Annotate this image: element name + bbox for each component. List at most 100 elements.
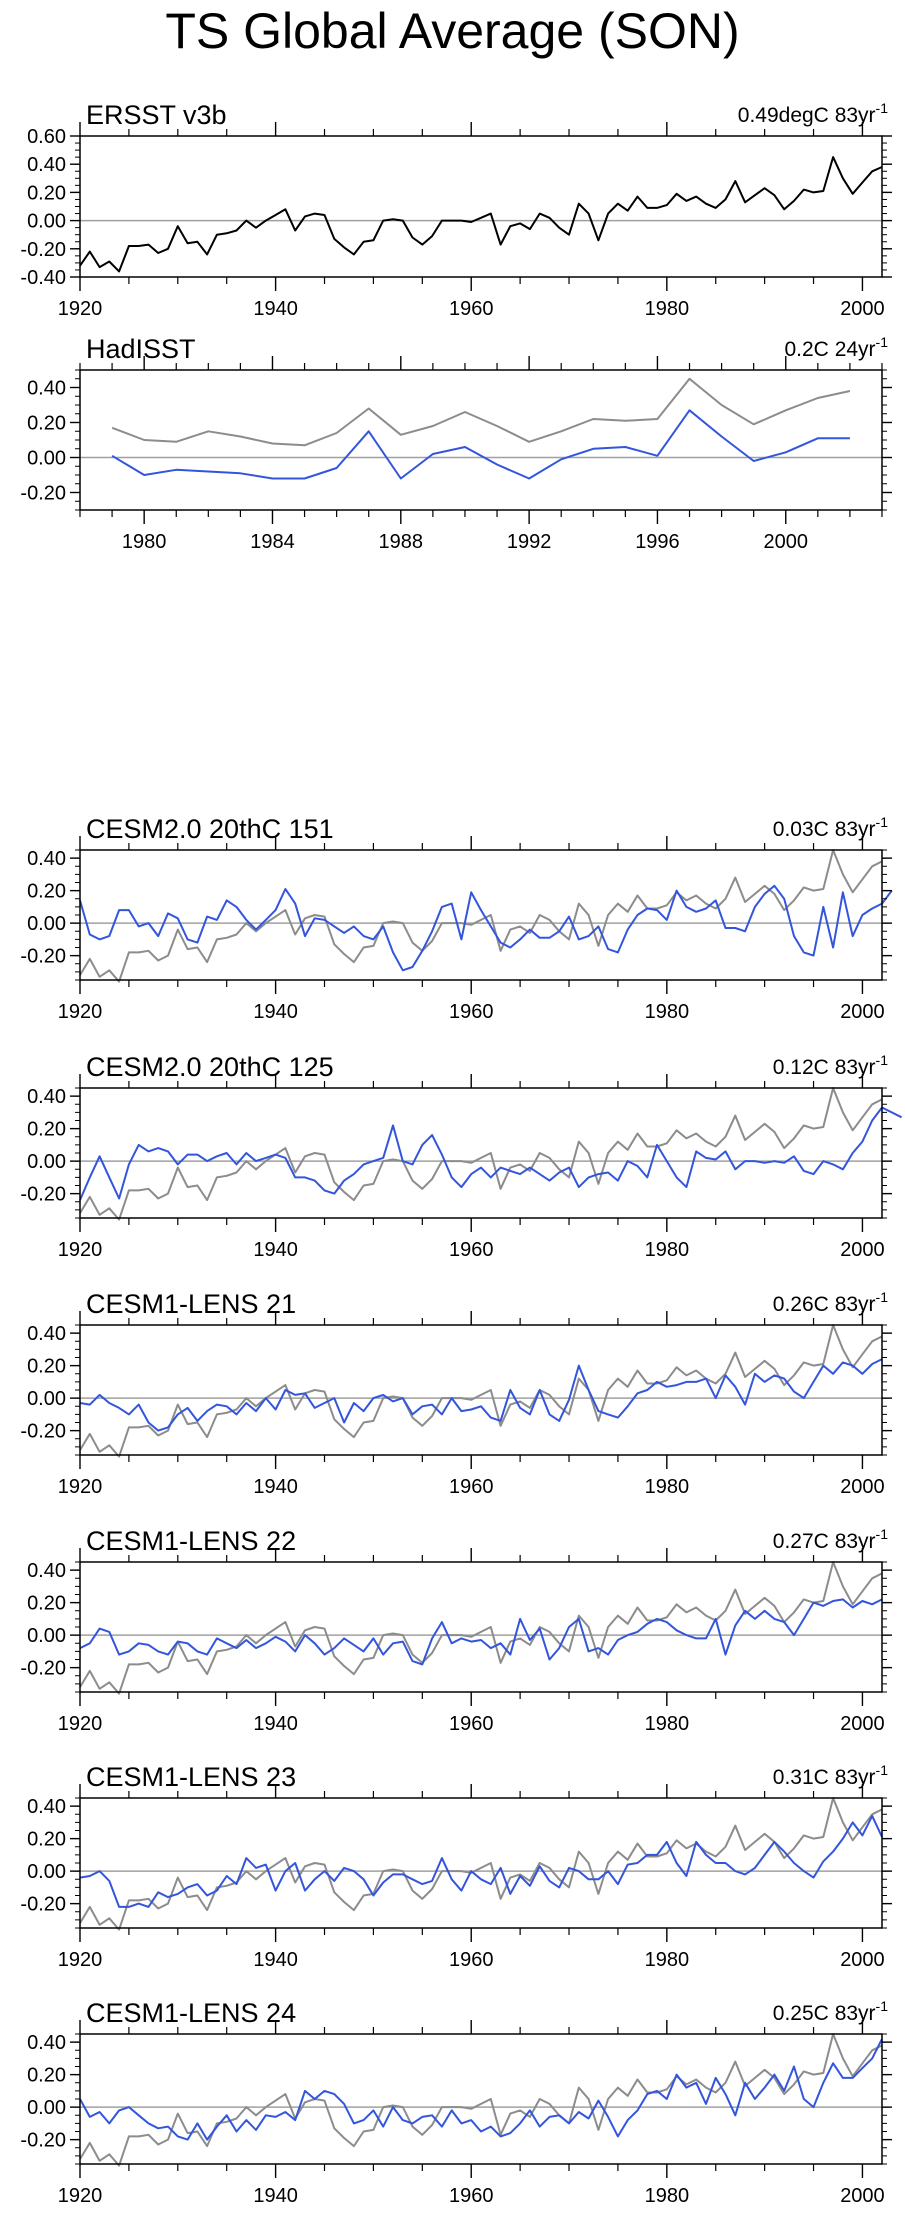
x-tick-label: 2000 — [840, 1239, 885, 1261]
y-tick-label: 0.20 — [27, 413, 66, 435]
panel-title: CESM1-LENS 22 — [86, 1526, 296, 1556]
x-tick-label: 1920 — [58, 1239, 103, 1261]
trend-annotation: 0.2C 24yr-1 — [784, 334, 888, 361]
panel-title: ERSST v3b — [86, 100, 227, 130]
x-tick-label: 2000 — [840, 1001, 885, 1023]
panel-title: CESM1-LENS 24 — [86, 1998, 296, 2028]
y-tick-label: 0.20 — [27, 2065, 66, 2087]
trend-value: 0.25C — [773, 2002, 829, 2025]
y-tick-label: 0.40 — [27, 848, 66, 870]
reference-series-line — [79, 2033, 883, 2167]
panel-8: 1920 1940 1960 1980 2000 -0.20 0.00 0.20 0.40 CES… — [20, 1998, 892, 2207]
y-tick-label: 0.20 — [27, 1593, 66, 1615]
x-tick-label: 1980 — [645, 1239, 690, 1261]
y-tick-label: -0.20 — [20, 483, 66, 505]
model-series-line — [79, 1814, 883, 1908]
y-tick-label: 0.00 — [27, 211, 66, 233]
trend-period: 83yr — [835, 104, 876, 127]
y-tick-label: 0.40 — [27, 2032, 66, 2054]
y-tick-label: -0.20 — [20, 946, 66, 968]
x-tick-label: 1960 — [449, 1001, 494, 1023]
trend-period: 24yr — [835, 338, 876, 361]
trend-value: 0.26C — [773, 1293, 829, 1316]
y-tick-label: 0.20 — [27, 1829, 66, 1851]
trend-annotation: 0.12C 83yr-1 — [773, 1052, 888, 1079]
x-tick-label: 1960 — [449, 298, 494, 320]
reference-series-line — [79, 1561, 883, 1695]
y-tick-label: 0.00 — [27, 1861, 66, 1883]
model-series-line — [79, 1358, 883, 1432]
panel-title: HadISST — [86, 334, 196, 364]
plot-frame — [79, 1324, 883, 1456]
y-tick-label: 0.00 — [27, 1388, 66, 1410]
plot-frame — [79, 1797, 883, 1929]
x-tick-label: 1920 — [58, 1001, 103, 1023]
trend-period: 83yr — [835, 1766, 876, 1789]
reference-series-line — [79, 849, 883, 983]
page-title: TS Global Average (SON) — [165, 3, 740, 59]
x-tick-label: 1960 — [449, 1713, 494, 1735]
plot-frame — [79, 1561, 883, 1693]
x-tick-label: 1988 — [379, 531, 424, 553]
y-tick-label: 0.20 — [27, 1119, 66, 1141]
panel-4: 1920 1940 1960 1980 2000 -0.20 0.00 0.20 0.40 CES… — [20, 1052, 903, 1261]
x-tick-label: 1940 — [253, 1001, 298, 1023]
trend-exponent: -1 — [876, 334, 889, 350]
trend-annotation: 0.31C 83yr-1 — [773, 1762, 888, 1789]
y-tick-label: 0.40 — [27, 154, 66, 176]
plot-frame — [79, 2033, 883, 2165]
trend-exponent: -1 — [876, 1762, 889, 1778]
x-tick-label: 1984 — [250, 531, 295, 553]
y-tick-label: 0.00 — [27, 448, 66, 470]
panel-2: 1980 1984 1988 1992 1996 2000 -0.20 0.00 0.20 0.4… — [20, 334, 892, 553]
model-series-line — [79, 2038, 883, 2141]
y-tick-label: -0.20 — [20, 1658, 66, 1680]
reference-series-line — [111, 377, 851, 447]
trend-period: 83yr — [835, 1530, 876, 1553]
trend-annotation: 0.26C 83yr-1 — [773, 1289, 888, 1316]
panel-7: 1920 1940 1960 1980 2000 -0.20 0.00 0.20 0.40 CES… — [20, 1762, 892, 1971]
x-tick-label: 2000 — [840, 298, 885, 320]
trend-exponent: -1 — [876, 100, 889, 116]
y-tick-label: -0.20 — [20, 1421, 66, 1443]
x-tick-label: 1940 — [253, 1239, 298, 1261]
y-tick-label: -0.20 — [20, 1894, 66, 1916]
x-tick-label: 1960 — [449, 1476, 494, 1498]
x-tick-label: 1940 — [253, 298, 298, 320]
reference-series-line — [79, 1797, 883, 1931]
y-tick-label: 0.00 — [27, 913, 66, 935]
trend-value: 0.12C — [773, 1056, 829, 1079]
y-tick-label: 0.40 — [27, 1323, 66, 1345]
observed-series-line — [79, 156, 883, 273]
x-tick-label: 1996 — [635, 531, 680, 553]
plot-frame — [79, 135, 883, 278]
trend-exponent: -1 — [876, 1526, 889, 1542]
y-tick-label: 0.00 — [27, 1151, 66, 1173]
x-tick-label: 2000 — [840, 1713, 885, 1735]
x-tick-label: 1992 — [507, 531, 552, 553]
x-tick-label: 1940 — [253, 1476, 298, 1498]
plot-frame — [79, 849, 883, 981]
y-tick-label: 0.00 — [27, 2097, 66, 2119]
x-tick-label: 2000 — [840, 1949, 885, 1971]
trend-value: 0.27C — [773, 1530, 829, 1553]
plot-frame — [79, 369, 883, 511]
trend-exponent: -1 — [876, 1289, 889, 1305]
trend-value: 0.2C — [784, 338, 828, 361]
x-tick-label: 1920 — [58, 1713, 103, 1735]
y-tick-label: 0.40 — [27, 1086, 66, 1108]
panel-title: CESM1-LENS 23 — [86, 1762, 296, 1792]
x-tick-label: 1920 — [58, 2185, 103, 2207]
x-tick-label: 1980 — [645, 1476, 690, 1498]
trend-period: 83yr — [835, 1056, 876, 1079]
x-tick-label: 1940 — [253, 1713, 298, 1735]
trend-exponent: -1 — [876, 1052, 889, 1068]
y-tick-label: 0.20 — [27, 1356, 66, 1378]
model-series-line — [111, 409, 850, 480]
trend-exponent: -1 — [876, 814, 889, 830]
panel-5: 1920 1940 1960 1980 2000 -0.20 0.00 0.20 0.40 CES… — [20, 1289, 892, 1498]
panel-1: 1920 1940 1960 1980 2000 -0.40 -0.20 0.00 0.20 0.… — [20, 100, 892, 320]
trend-exponent: -1 — [876, 1998, 889, 2014]
x-tick-label: 1920 — [58, 1949, 103, 1971]
